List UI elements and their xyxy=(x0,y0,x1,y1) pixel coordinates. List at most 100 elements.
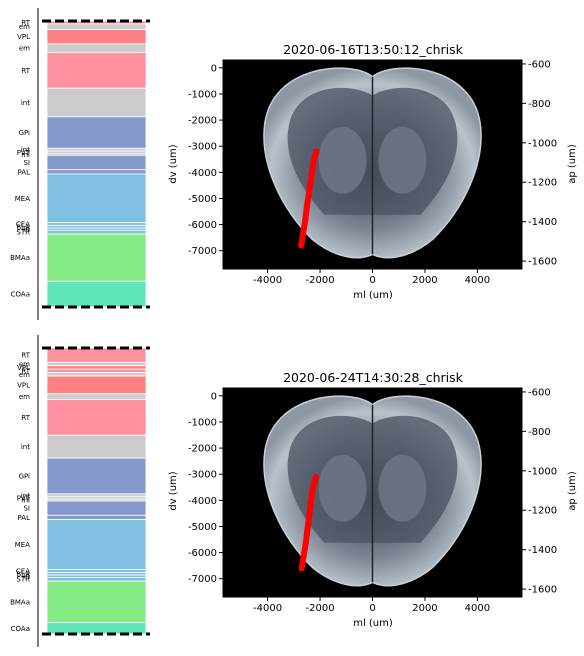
x-tick-label: -4000 xyxy=(253,603,282,614)
region-label: GPi xyxy=(19,472,30,480)
y-tick-label: -7000 xyxy=(188,574,217,585)
region-label: SI xyxy=(23,505,30,513)
y-tick-label: -6000 xyxy=(188,548,217,559)
y-tick-label: -7000 xyxy=(188,246,217,257)
probe-point xyxy=(312,473,319,480)
region-label: COAa xyxy=(11,291,30,299)
plot-title-bottom: 2020-06-24T14:30:28_chrisk xyxy=(283,370,464,385)
region-bar xyxy=(46,580,147,623)
y-tick-label: -5000 xyxy=(188,194,217,205)
region-bar xyxy=(46,399,147,436)
brain-structure-left xyxy=(318,454,367,522)
region-bar xyxy=(46,233,147,282)
region-label: BMAa xyxy=(10,598,30,606)
region-label: RT xyxy=(21,367,30,375)
y2-tick-label: -800 xyxy=(528,99,551,110)
brain-section xyxy=(263,395,482,587)
region-label: VPL xyxy=(17,381,30,389)
x-tick-label: 2000 xyxy=(412,275,437,286)
region-label: STR xyxy=(16,576,30,584)
region-label: MEA xyxy=(15,195,30,203)
probe-point xyxy=(309,164,316,171)
region-label: VPL xyxy=(17,33,30,41)
x-tick-label: -4000 xyxy=(253,275,282,286)
y-tick-label: -5000 xyxy=(188,522,217,533)
region-label: RT xyxy=(21,67,30,75)
x-tick-label: 0 xyxy=(369,275,375,286)
region-bar xyxy=(46,514,147,520)
probe-point xyxy=(298,242,305,249)
region-label: PVT xyxy=(17,149,31,157)
region-bar xyxy=(46,280,147,308)
y2-tick-label: -600 xyxy=(528,387,551,398)
region-label: GPi xyxy=(19,129,30,137)
y2-tick-label: -1600 xyxy=(528,257,557,268)
y-tick-label: -3000 xyxy=(188,470,217,481)
region-bar xyxy=(46,622,147,635)
region-label: em xyxy=(19,23,30,31)
region-bar xyxy=(46,393,147,400)
probe-point xyxy=(310,157,317,164)
region-label: em xyxy=(19,45,30,53)
probe-point xyxy=(300,229,307,236)
region-label: int xyxy=(21,99,30,107)
probe-point xyxy=(304,526,311,533)
x-axis-label-top: ml (um) xyxy=(353,290,393,301)
x-tick-label: 2000 xyxy=(412,603,437,614)
region-bar xyxy=(46,365,147,370)
region-label: CEA xyxy=(16,568,30,576)
region-bar xyxy=(46,87,147,118)
y-axis-label-bottom: dv (um) xyxy=(168,471,179,510)
x-tick-label: -2000 xyxy=(306,275,335,286)
y2-tick-label: -600 xyxy=(528,59,551,70)
probe-point xyxy=(307,179,314,186)
x-axis-label-bottom: ml (um) xyxy=(353,618,393,629)
probe-point xyxy=(306,515,313,522)
region-bar xyxy=(46,116,147,149)
region-label: ml xyxy=(21,497,30,505)
region-label: RT xyxy=(21,352,30,360)
probe-point xyxy=(306,190,313,197)
region-label: PAL xyxy=(18,514,31,522)
region-label: em xyxy=(19,361,30,369)
y2-tick-label: -1400 xyxy=(528,545,557,556)
y-axis-label-top: dv (um) xyxy=(168,144,179,183)
x-tick-label: 4000 xyxy=(465,275,490,286)
region-bar xyxy=(46,372,147,377)
probe-point xyxy=(302,216,309,223)
probe-point xyxy=(308,171,315,178)
region-bar xyxy=(46,500,147,516)
probe-point xyxy=(303,203,310,210)
probe-point xyxy=(309,489,316,496)
y-tick-label: -3000 xyxy=(188,142,217,153)
probe-point xyxy=(298,565,305,572)
region-label: VPL xyxy=(17,364,30,372)
probe-plot-bottom: 2020-06-24T14:30:28_chrisk ml (um) dv (u… xyxy=(168,370,578,629)
region-bar xyxy=(46,229,147,235)
region-label: PVT xyxy=(17,494,31,502)
region-label: em xyxy=(19,371,30,379)
y2-tick-label: -1400 xyxy=(528,217,557,228)
probe-point xyxy=(313,148,320,155)
region-bar xyxy=(46,155,147,171)
y2-tick-label: -1600 xyxy=(528,585,557,596)
region-bar xyxy=(46,222,147,226)
region-label: int xyxy=(21,443,30,451)
region-bar xyxy=(46,347,147,363)
region-label: ml xyxy=(21,151,30,159)
region-bar xyxy=(46,519,147,571)
region-bar xyxy=(46,576,147,582)
y-tick-label: 0 xyxy=(211,63,217,74)
region-label: CEA xyxy=(16,221,30,229)
y-tick-label: -1000 xyxy=(188,417,217,428)
y2-tick-label: -1200 xyxy=(528,178,557,189)
region-label: SI xyxy=(23,159,30,167)
region-label: int xyxy=(21,492,30,500)
region-bar xyxy=(46,569,147,573)
probe-point xyxy=(300,552,307,559)
region-bar xyxy=(46,147,147,152)
y-tick-label: 0 xyxy=(211,391,217,402)
region-bar xyxy=(46,173,147,224)
y2-tick-label: -1000 xyxy=(528,138,557,149)
